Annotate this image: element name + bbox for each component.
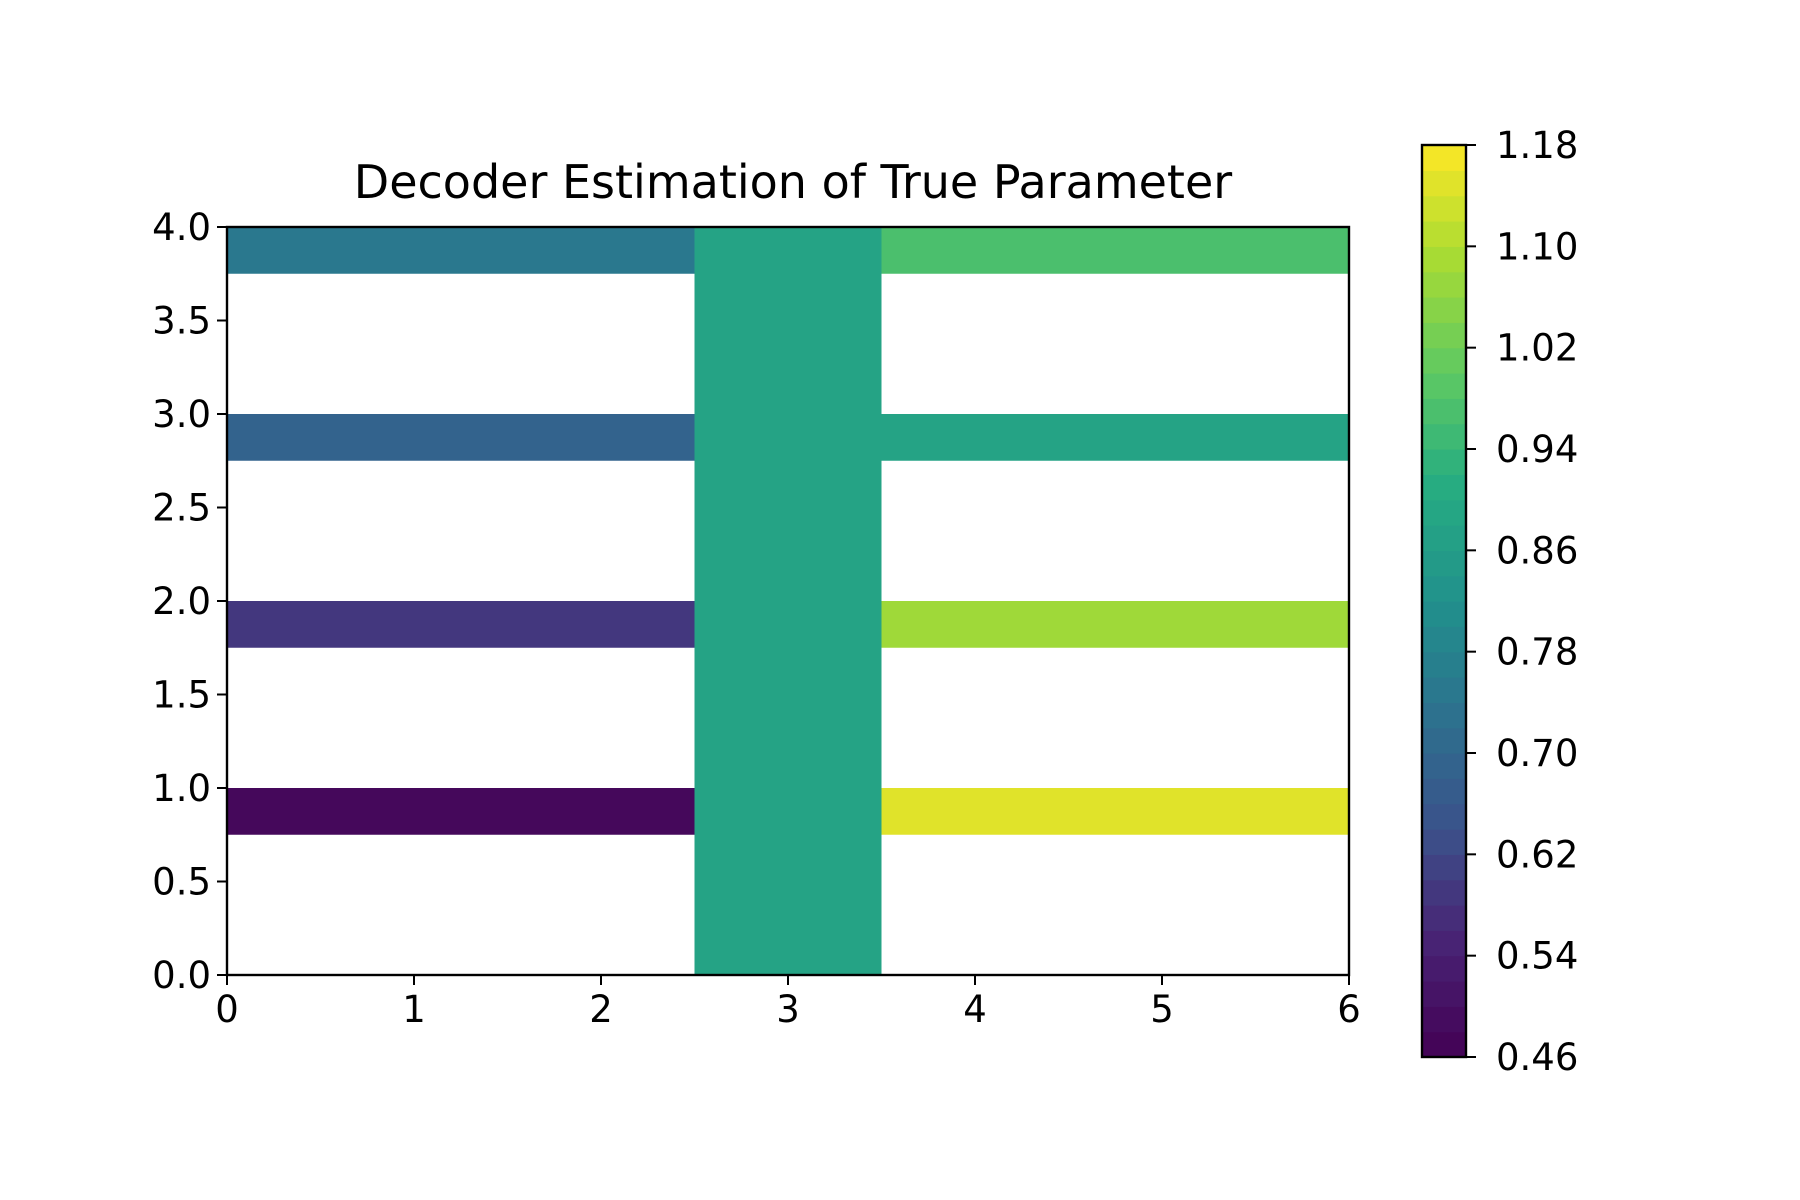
colorbar-band [1422,955,1466,982]
x-tick-label: 3 [776,988,800,1031]
colorbar-band [1422,829,1466,855]
colorbar-band [1422,474,1466,501]
colorbar-band [1422,677,1466,703]
colorbar-band [1422,170,1466,197]
colorbar-band [1422,271,1466,298]
x-tick-label: 6 [1337,988,1361,1031]
x-axis: 0 1 2 3 4 5 6 [215,975,1361,1031]
colorbar-tick-label: 0.46 [1496,1036,1578,1079]
colorbar-band [1422,145,1466,171]
colorbar-band [1422,499,1466,526]
region-left-bar-3 [227,414,695,461]
y-tick-label: 2.0 [152,580,211,623]
colorbar: 0.46 0.54 0.62 0.70 0.78 0.86 0.94 1.02 1.10 1.18 [1420,124,1578,1079]
y-tick-label: 2.5 [152,487,211,530]
colorbar-tick-label: 1.02 [1496,327,1578,370]
colorbar-band [1422,195,1466,222]
colorbar-tick-label: 1.18 [1496,124,1578,167]
colorbar-tick-label: 1.10 [1496,225,1578,268]
y-tick-label: 4.0 [152,206,211,249]
colorbar-band [1422,347,1466,374]
colorbar-band [1422,727,1466,754]
colorbar-band [1422,753,1466,779]
colorbar-band [1422,702,1466,729]
x-tick-label: 4 [963,988,987,1031]
colorbar-band [1422,1031,1466,1058]
colorbar-tick-label: 0.54 [1496,935,1578,978]
colorbar-band [1422,651,1466,678]
colorbar-tick-label: 0.94 [1496,428,1578,471]
region-right-bar-1 [881,788,1349,835]
colorbar-band [1422,1006,1466,1033]
colorbar-band [1422,398,1466,425]
colorbar-tick-label: 0.78 [1496,631,1578,674]
colorbar-band [1422,981,1466,1007]
colorbar-band [1422,803,1466,830]
colorbar-band [1422,322,1466,349]
x-tick-label: 2 [589,988,613,1031]
colorbar-band [1422,879,1466,906]
y-axis: 0.0 0.5 1.0 1.5 2.0 2.5 3.0 3.5 4.0 [152,206,227,997]
colorbar-tick-label: 0.70 [1496,732,1578,775]
region-center-column [694,227,882,975]
y-tick-label: 0.0 [152,954,211,997]
colorbar-band [1422,854,1466,881]
colorbar-tick-label: 0.86 [1496,529,1578,572]
region-right-bar-2 [881,601,1349,648]
colorbar-band [1422,221,1466,247]
colorbar-band [1422,297,1466,323]
colorbar-band [1422,525,1466,551]
y-tick-label: 0.5 [152,861,211,904]
region-left-bar-2 [227,601,695,648]
x-tick-label: 0 [215,988,239,1031]
y-tick-label: 3.0 [152,393,211,436]
x-tick-label: 5 [1150,988,1174,1031]
colorbar-band [1422,626,1466,653]
colorbar-band [1422,601,1466,627]
x-tick-label: 1 [402,988,426,1031]
colorbar-band [1422,373,1466,399]
region-left-bar-4 [227,227,695,274]
colorbar-band [1422,930,1466,957]
colorbar-band [1422,575,1466,602]
y-tick-label: 1.0 [152,767,211,810]
colorbar-band [1422,246,1466,273]
colorbar-band [1422,905,1466,931]
colorbar-tick-label: 0.62 [1496,833,1578,876]
y-tick-label: 3.5 [152,300,211,343]
y-tick-label: 1.5 [152,674,211,717]
plot-regions [227,227,1349,975]
colorbar-band [1422,449,1466,475]
colorbar-band [1422,423,1466,450]
region-right-bar-4 [881,227,1349,274]
region-left-bar-1 [227,788,695,835]
colorbar-band [1422,550,1466,577]
colorbar-band [1422,778,1466,805]
colorbar-frame [1420,143,1468,1059]
chart-title: Decoder Estimation of True Parameter [354,155,1232,209]
region-right-bar-3 [881,414,1349,461]
